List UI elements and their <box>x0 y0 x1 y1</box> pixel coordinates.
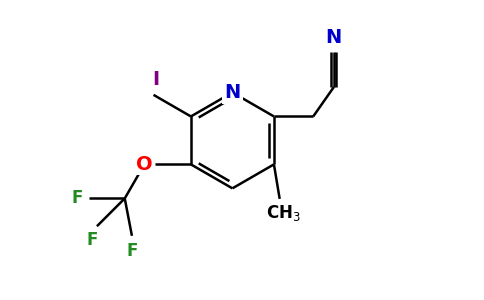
Text: F: F <box>72 189 83 207</box>
Text: CH$_3$: CH$_3$ <box>266 203 301 223</box>
Text: I: I <box>152 70 160 89</box>
Text: F: F <box>126 242 137 260</box>
Text: O: O <box>136 155 152 174</box>
Text: N: N <box>224 83 241 102</box>
Text: F: F <box>87 231 98 249</box>
Text: N: N <box>326 28 342 47</box>
